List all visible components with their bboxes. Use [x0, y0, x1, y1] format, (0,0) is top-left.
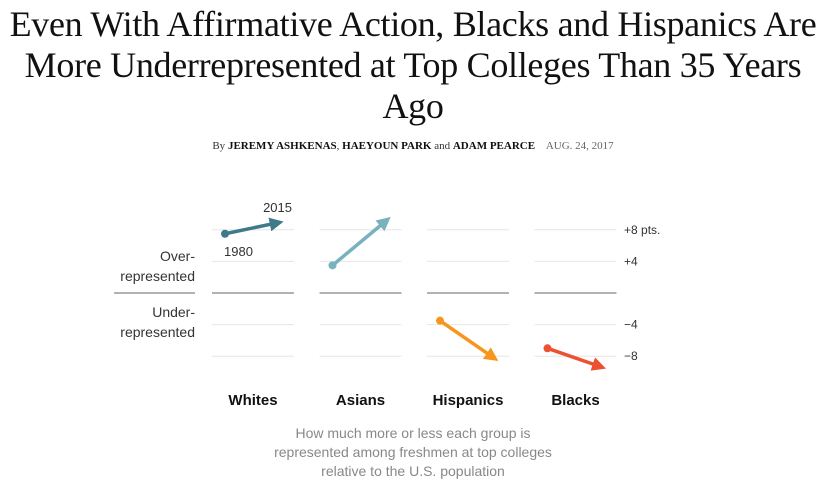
category-label: Asians — [336, 392, 385, 409]
y-axis-label-over: represented — [120, 268, 195, 284]
start-point-blacks — [543, 344, 552, 353]
byline-prefix: By — [212, 140, 226, 152]
year-label-start: 1980 — [224, 244, 253, 259]
y-tick-label: +4 — [624, 254, 638, 268]
y-axis-label-under: represented — [120, 324, 195, 340]
year-label-end: 2015 — [263, 200, 292, 215]
start-point-whites — [221, 229, 229, 238]
chart-caption: How much more or less each group is repr… — [274, 425, 552, 479]
category-label: Whites — [228, 392, 277, 409]
slope-line-blacks — [546, 346, 607, 371]
y-tick-label: −4 — [624, 318, 638, 332]
author-name[interactable]: ADAM PEARCE — [452, 140, 536, 152]
start-point-hispanics — [436, 316, 444, 325]
y-axis-label-under: Under- — [152, 304, 195, 320]
byline-and: and — [434, 140, 451, 152]
author-name[interactable]: HAEYOUN PARK — [342, 140, 432, 152]
slope-line-asians — [331, 216, 391, 267]
y-axis-label-over: Over- — [160, 248, 195, 264]
category-label: Hispanics — [433, 392, 504, 409]
slope-chart: Whites 1980 2015 Asians Hispanics Blacks +8 pt… — [114, 200, 660, 409]
author-name[interactable]: JEREMY ASHKENAS — [227, 140, 337, 152]
y-tick-label: −8 — [624, 349, 638, 363]
publish-date: AUG. 24, 2017 — [545, 140, 614, 152]
byline: By JEREMY ASHKENAS, HAEYOUN PARK and ADA… — [212, 140, 614, 152]
slope-line-whites — [224, 217, 284, 236]
slope-line-hispanics — [439, 319, 499, 362]
y-tick-label: +8 pts. — [624, 223, 660, 237]
headline: Even With Affirmative Action, Blacks and… — [9, 4, 817, 126]
category-label: Blacks — [551, 392, 599, 409]
start-point-asians — [328, 261, 337, 270]
